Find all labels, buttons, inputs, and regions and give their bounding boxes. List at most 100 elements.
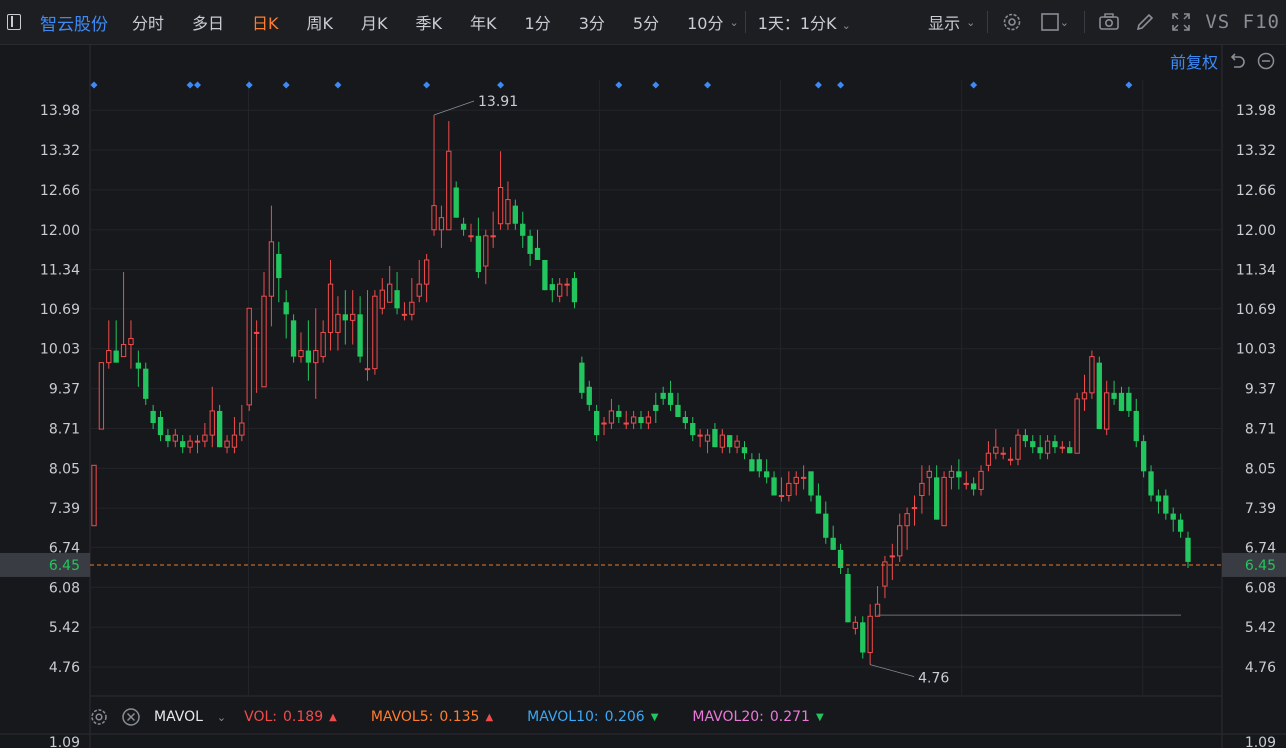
period-monthly[interactable]: 月K xyxy=(361,14,388,33)
close-circle-icon[interactable] xyxy=(120,706,142,728)
candlestick xyxy=(904,507,910,550)
candlestick xyxy=(1007,447,1014,466)
candle-body xyxy=(837,549,844,568)
candlestick xyxy=(719,429,725,454)
layout-select-button[interactable]: ⌄ xyxy=(1030,0,1078,44)
candle-body xyxy=(283,302,289,315)
chevron-down-icon[interactable]: ⌄ xyxy=(216,710,227,724)
candlestick xyxy=(867,604,873,665)
candlestick xyxy=(128,320,134,369)
candle-body xyxy=(993,446,999,454)
adjust-mode-button[interactable]: 前复权 xyxy=(1169,53,1218,72)
candlestick xyxy=(113,320,119,363)
candle-body xyxy=(675,404,681,417)
sidebar-toggle-button[interactable] xyxy=(0,0,28,44)
undo-icon[interactable] xyxy=(1226,50,1248,72)
candlestick xyxy=(446,121,452,231)
square-icon xyxy=(1040,13,1059,31)
minus-circle-icon[interactable] xyxy=(1256,51,1276,71)
candlestick xyxy=(1140,435,1147,478)
y-tick-label-right: 6.08 xyxy=(1245,580,1276,596)
candle-body xyxy=(904,513,910,527)
candle-body xyxy=(298,350,304,358)
candlestick xyxy=(542,259,548,291)
candle-body xyxy=(1140,441,1147,472)
candlestick xyxy=(231,416,238,454)
candle-body xyxy=(120,344,127,358)
candle-body xyxy=(468,235,474,238)
candle-body xyxy=(505,199,511,225)
event-marker xyxy=(837,81,845,89)
candle-body xyxy=(276,253,282,279)
y-tick-label-right: 12.66 xyxy=(1236,183,1276,199)
candle-body xyxy=(106,350,112,364)
candle-body xyxy=(793,476,799,484)
candle-body xyxy=(1148,471,1154,496)
candle-body xyxy=(667,392,674,405)
candle-body xyxy=(1126,392,1132,411)
minute-period-select[interactable]: 1天：1分K ⌄ xyxy=(752,10,857,34)
candlestick xyxy=(91,464,97,527)
candlestick xyxy=(882,555,888,599)
candlestick xyxy=(1177,513,1184,538)
candlestick xyxy=(364,290,371,381)
candlestick xyxy=(727,435,733,454)
candle-body xyxy=(638,416,644,424)
candlestick xyxy=(135,350,142,387)
display-settings-button[interactable]: 显示 ⌄ xyxy=(918,10,981,34)
candlestick xyxy=(764,459,770,484)
candlestick xyxy=(460,217,467,236)
low-leader-line xyxy=(870,664,915,677)
candle-body xyxy=(150,410,156,424)
candlestick xyxy=(1052,435,1058,454)
candle-body xyxy=(1052,441,1058,448)
candlestick xyxy=(224,435,230,454)
period-5min[interactable]: 5分 xyxy=(632,14,660,33)
candlestick xyxy=(793,471,799,496)
candlestick xyxy=(1000,447,1006,460)
toolbar-right-group: 显示 ⌄ ⌄ xyxy=(918,0,1286,44)
candlestick xyxy=(734,435,740,454)
kline-chart[interactable]: 13.98 13.32 12.66 12.00 11.34 10.69 10.03 9.37 8… xyxy=(0,44,1286,748)
y-tick-label-left: 8.71 xyxy=(49,421,80,437)
period-multi-day[interactable]: 多日 xyxy=(192,14,225,33)
candlestick xyxy=(468,223,474,242)
candlestick xyxy=(934,465,940,520)
period-yearly[interactable]: 年K xyxy=(470,14,497,33)
candlestick xyxy=(313,308,319,399)
candle-body xyxy=(756,459,762,472)
chevron-down-icon[interactable]: ⌄ xyxy=(729,15,739,29)
draw-button[interactable] xyxy=(1127,0,1163,44)
candle-body xyxy=(512,205,518,224)
candlestick xyxy=(630,410,637,430)
y-tick-label-right: 13.98 xyxy=(1236,103,1276,119)
candle-body xyxy=(1037,447,1043,454)
stock-name[interactable]: 智云股份 xyxy=(40,14,108,35)
period-weekly[interactable]: 周K xyxy=(306,14,334,33)
current-price-label-left: 6.45 xyxy=(49,558,80,574)
event-marker xyxy=(970,81,978,89)
candle-body xyxy=(357,314,363,357)
candlestick xyxy=(505,181,511,230)
period-3min[interactable]: 3分 xyxy=(578,14,605,33)
candlestick xyxy=(150,404,156,430)
candlestick xyxy=(401,302,408,321)
mavol5-label: MAVOL5: xyxy=(370,709,434,725)
vs-f10-button[interactable]: VS F10 xyxy=(1205,11,1280,33)
period-daily[interactable]: 日K xyxy=(252,14,279,33)
candlestick xyxy=(823,501,829,544)
period-intraday[interactable]: 分时 xyxy=(132,14,165,33)
candle-body xyxy=(778,494,785,497)
gear-icon[interactable] xyxy=(88,706,110,728)
period-quarterly[interactable]: 季K xyxy=(415,14,443,33)
settings-button[interactable] xyxy=(994,0,1030,44)
candle-body xyxy=(401,313,408,316)
candlestick xyxy=(490,211,496,248)
fullscreen-button[interactable] xyxy=(1163,0,1199,44)
indicator-name[interactable]: MAVOL xyxy=(154,709,203,725)
period-10min[interactable]: 10分 xyxy=(687,14,724,33)
screenshot-button[interactable] xyxy=(1091,0,1127,44)
period-1min[interactable]: 1分 xyxy=(524,14,551,33)
candlestick xyxy=(1163,489,1169,520)
current-price-tag-right xyxy=(1222,552,1286,577)
